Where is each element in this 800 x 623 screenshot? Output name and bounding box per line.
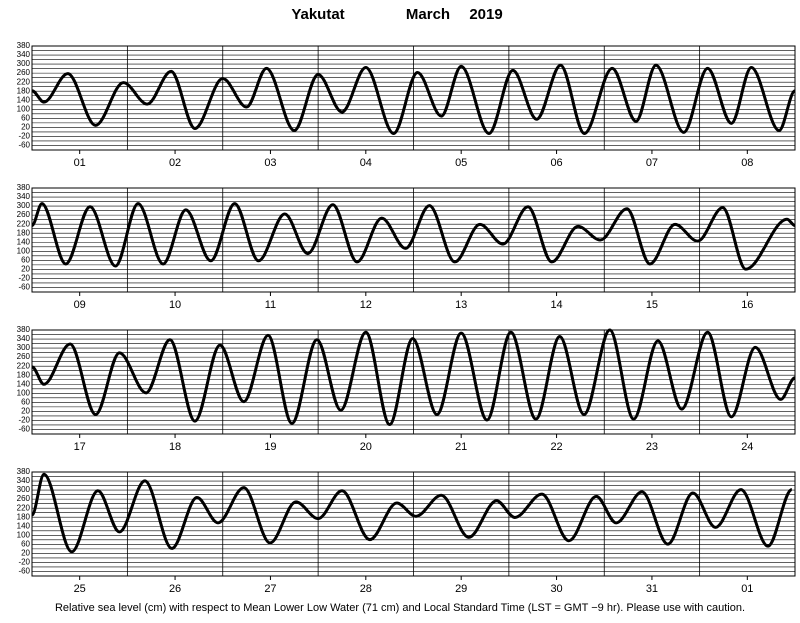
y-tick-label: 340 [17, 334, 31, 343]
x-tick-label: 08 [741, 157, 753, 169]
y-tick-label: 220 [17, 77, 31, 86]
y-tick-label: -20 [18, 558, 30, 567]
x-tick-label: 27 [264, 583, 276, 595]
y-tick-label: 140 [17, 521, 31, 530]
y-tick-label: 340 [17, 50, 31, 59]
x-tick-label: 19 [264, 441, 276, 453]
y-tick-label: 20 [21, 549, 30, 558]
footer-note: Relative sea level (cm) with respect to … [55, 602, 745, 614]
year: 2019 [469, 6, 502, 23]
y-tick-label: 20 [21, 265, 30, 274]
y-tick-label: 60 [21, 113, 30, 122]
x-tick-label: 26 [169, 583, 181, 595]
y-tick-label: 140 [17, 237, 31, 246]
y-tick-label: 60 [21, 539, 30, 548]
y-tick-label: -20 [18, 416, 30, 425]
x-tick-label: 17 [74, 441, 86, 453]
tide-line [30, 472, 793, 554]
plot-frame [31, 187, 796, 293]
y-tick-label: 380 [17, 41, 31, 50]
x-tick-label: 22 [550, 441, 562, 453]
y-tick-label: 260 [17, 352, 31, 361]
y-tick-label: 100 [17, 104, 31, 113]
y-tick-label: 220 [17, 361, 31, 370]
x-tick-label: 07 [646, 157, 658, 169]
y-tick-label: 60 [21, 255, 30, 264]
x-tick-label: 04 [360, 157, 372, 169]
y-tick-label: 260 [17, 68, 31, 77]
x-tick-label: 28 [360, 583, 372, 595]
x-tick-label: 03 [264, 157, 276, 169]
x-tick-label: 10 [169, 299, 181, 311]
plot-frame [31, 329, 796, 435]
month: March [406, 6, 450, 23]
y-tick-label: 340 [17, 476, 31, 485]
y-tick-label: 180 [17, 512, 31, 521]
x-tick-label: 13 [455, 299, 467, 311]
y-tick-label: 380 [17, 183, 31, 192]
y-tick-label: 340 [17, 192, 31, 201]
x-tick-label: 25 [74, 583, 86, 595]
y-tick-label: 100 [17, 388, 31, 397]
plot-frame [31, 471, 796, 577]
y-tick-label: -60 [18, 567, 30, 576]
y-tick-label: 20 [21, 123, 30, 132]
y-tick-label: 60 [21, 397, 30, 406]
x-tick-label: 30 [550, 583, 562, 595]
y-tick-label: 180 [17, 370, 31, 379]
x-tick-label: 20 [360, 441, 372, 453]
y-tick-label: 180 [17, 228, 31, 237]
y-tick-label: 140 [17, 95, 31, 104]
y-tick-label: 260 [17, 210, 31, 219]
y-tick-label: 300 [17, 343, 31, 352]
x-tick-label: 01 [74, 157, 86, 169]
x-tick-label: 31 [646, 583, 658, 595]
x-tick-label: 06 [550, 157, 562, 169]
y-tick-label: 300 [17, 201, 31, 210]
y-tick-label: -60 [18, 425, 30, 434]
y-tick-label: 20 [21, 407, 30, 416]
plot-frame [31, 45, 796, 151]
x-tick-label: 01 [741, 583, 753, 595]
y-tick-label: 100 [17, 530, 31, 539]
y-tick-label: 220 [17, 503, 31, 512]
x-tick-label: 15 [646, 299, 658, 311]
tide-line [30, 202, 796, 271]
y-tick-label: -60 [18, 141, 30, 150]
x-tick-label: 18 [169, 441, 181, 453]
x-tick-label: 24 [741, 441, 753, 453]
y-tick-label: -20 [18, 274, 30, 283]
x-tick-label: 29 [455, 583, 467, 595]
y-tick-label: -20 [18, 132, 30, 141]
y-tick-label: 300 [17, 59, 31, 68]
tide-line [31, 328, 796, 427]
station: Yakutat [291, 6, 344, 23]
x-tick-label: 14 [550, 299, 562, 311]
x-tick-label: 05 [455, 157, 467, 169]
x-tick-label: 16 [741, 299, 753, 311]
y-tick-label: 100 [17, 246, 31, 255]
x-tick-label: 09 [74, 299, 86, 311]
y-tick-label: 140 [17, 379, 31, 388]
y-tick-label: -60 [18, 283, 30, 292]
x-tick-label: 12 [360, 299, 372, 311]
x-tick-label: 21 [455, 441, 467, 453]
y-tick-label: 380 [17, 467, 31, 476]
x-tick-label: 23 [646, 441, 658, 453]
y-tick-label: 300 [17, 485, 31, 494]
y-tick-label: 220 [17, 219, 31, 228]
y-tick-label: 260 [17, 494, 31, 503]
y-tick-label: 380 [17, 325, 31, 334]
tide-line [31, 63, 797, 135]
x-tick-label: 02 [169, 157, 181, 169]
x-tick-label: 11 [265, 299, 276, 311]
y-tick-label: 180 [17, 86, 31, 95]
